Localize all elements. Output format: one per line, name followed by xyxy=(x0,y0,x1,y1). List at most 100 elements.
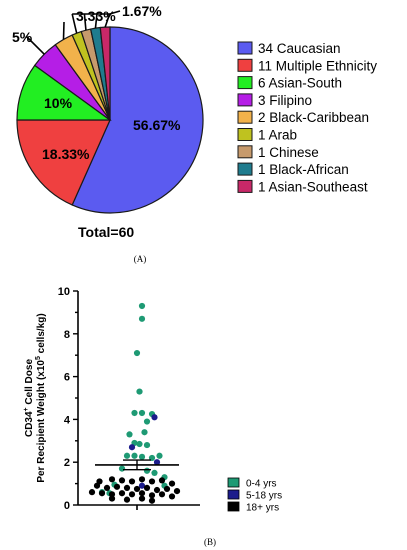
legend-swatch-multiple-ethnicity xyxy=(237,58,253,72)
scatter-point xyxy=(131,409,138,417)
legend-swatch-filipino xyxy=(237,93,253,107)
mean-sem-bar xyxy=(95,459,179,471)
legend-swatch-asian-southeast xyxy=(237,179,253,193)
scatter-point xyxy=(103,484,111,491)
legend-swatch-black-caribbean xyxy=(237,110,253,124)
legend-swatch-0-4-yrs xyxy=(227,477,240,488)
scatter-point xyxy=(143,418,151,425)
callout-line-asian-southeast xyxy=(104,13,111,28)
legend-swatch-chinese xyxy=(237,145,253,159)
scatter-point xyxy=(126,431,133,438)
legend-label-18-yrs: 18+ yrs xyxy=(246,503,279,514)
scatter-axes: 0 2 4 6 8 10 xyxy=(58,286,200,512)
scatter-point xyxy=(133,349,141,357)
legend-swatch-black-african xyxy=(237,162,253,176)
pie-total-label: Total=60 xyxy=(78,224,134,240)
pct-label-10: 10% xyxy=(44,95,73,111)
pct-label-5: 5% xyxy=(12,29,33,45)
scatter-point xyxy=(158,491,166,498)
y-tick-label: 4 xyxy=(64,414,71,426)
legend-swatch-asian-south xyxy=(237,76,253,90)
scatter-point xyxy=(98,490,106,497)
scatter-point xyxy=(113,483,121,490)
y-tick-label: 10 xyxy=(58,286,70,298)
scatter-point xyxy=(136,440,143,448)
legend-label-black-caribbean: 2 Black-Caribbean xyxy=(258,110,369,125)
panel-label-a: (A) xyxy=(134,254,147,264)
scatter-point xyxy=(158,477,166,484)
scatter-point xyxy=(108,495,116,502)
panel-label-b: (B) xyxy=(204,537,216,547)
scatter-point xyxy=(108,476,116,483)
y-tick-label: 0 xyxy=(64,500,70,512)
legend-label-arab: 1 Arab xyxy=(258,128,297,143)
y-tick-label: 8 xyxy=(64,329,70,341)
scatter-point xyxy=(148,492,156,499)
scatter-point xyxy=(93,482,101,489)
scatter-point xyxy=(151,469,158,476)
scatter-point xyxy=(153,459,161,466)
scatter-point xyxy=(128,444,136,451)
scatter-point xyxy=(173,487,181,495)
legend-label-0-4-yrs: 0-4 yrs xyxy=(246,479,277,490)
pie-slice-multiple-ethnicity xyxy=(16,119,111,206)
callout-line-black-caribbean xyxy=(62,21,65,40)
pct-label-56-67: 56.67% xyxy=(133,117,181,133)
y-tick-label: 2 xyxy=(64,457,70,469)
legend-label-filipino: 3 Filipino xyxy=(258,93,312,108)
pct-label-18-33: 18.33% xyxy=(42,146,90,162)
pie-callouts xyxy=(25,10,121,55)
pie-chart xyxy=(16,26,204,214)
pie-slice-caucasian xyxy=(71,26,204,214)
legend-label-multiple-ethnicity: 11 Multiple Ethnicity xyxy=(258,58,377,73)
callout-line-1-67 xyxy=(109,10,121,15)
scatter-point xyxy=(141,429,148,436)
scatter-point xyxy=(138,302,146,310)
scatter-point xyxy=(88,489,96,496)
scatter-point xyxy=(143,467,151,474)
pct-label-1-67: 1.67% xyxy=(122,3,162,19)
scatter-point xyxy=(148,478,156,485)
callout-line-arab xyxy=(71,13,78,34)
legend-swatch-18-yrs xyxy=(227,501,240,512)
y-tick-label: 6 xyxy=(64,372,70,384)
scatter-point xyxy=(163,485,171,493)
callout-line-chinese xyxy=(83,13,87,31)
pie-legend: 34 Caucasian 11 Multiple Ethnicity 6 Asian… xyxy=(237,41,377,194)
scatter-point xyxy=(118,490,126,497)
scatter-points xyxy=(88,302,181,504)
legend-swatch-5-18-yrs xyxy=(227,489,240,500)
scatter-point xyxy=(168,493,176,500)
legend-label-asian-southeast: 1 Asian-Southeast xyxy=(258,179,368,194)
callout-line-filipino xyxy=(25,35,45,55)
scatter-point xyxy=(128,491,136,498)
scatter-point xyxy=(138,476,146,483)
scatter-point xyxy=(123,496,131,503)
scatter-point xyxy=(131,452,138,459)
scatter-point xyxy=(143,441,151,449)
scatter-point xyxy=(138,453,146,460)
scatter-point xyxy=(151,414,158,421)
legend-label-5-18-yrs: 5-18 yrs xyxy=(246,491,282,502)
scatter-point xyxy=(138,495,146,502)
scatter-point xyxy=(148,497,156,504)
legend-label-black-african: 1 Black-African xyxy=(258,162,349,177)
legend-label-asian-south: 6 Asian-South xyxy=(258,76,342,91)
y-axis-label-line1: CD34+ Cell Dose xyxy=(23,359,35,437)
scatter-point xyxy=(123,452,131,459)
scatter-point xyxy=(168,480,176,487)
y-axis-label-line2: Per Recipient Weight (x105 cells/kg) xyxy=(35,313,47,482)
callout-line-black-african xyxy=(94,13,98,29)
legend-label-chinese: 1 Chinese xyxy=(258,145,319,160)
scatter-point xyxy=(138,315,146,322)
scatter-point xyxy=(108,491,116,498)
scatter-point xyxy=(118,465,126,472)
scatter-point xyxy=(136,388,143,395)
scatter-point xyxy=(138,482,146,489)
legend-swatch-arab xyxy=(237,128,253,141)
scatter-point xyxy=(128,478,136,485)
scatter-point xyxy=(138,490,146,497)
scatter-point xyxy=(133,485,141,493)
scatter-point xyxy=(156,452,163,459)
